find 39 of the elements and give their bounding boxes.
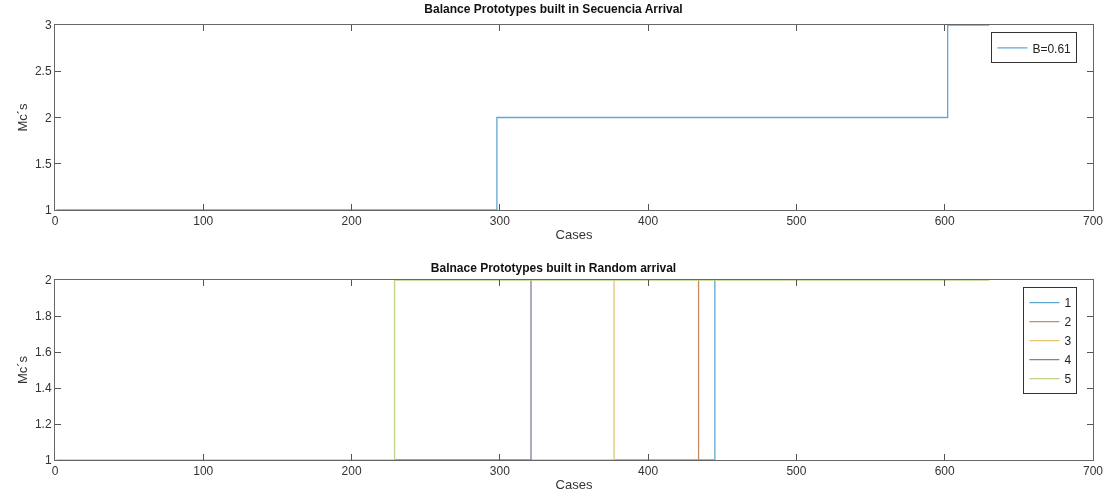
x-tick-label: 200	[341, 464, 362, 479]
legend-label: B=0.61	[1032, 41, 1072, 56]
x-tick-label: 400	[638, 464, 659, 479]
legend-label: 2	[1064, 315, 1072, 330]
x-tick-label: 700	[1082, 464, 1104, 479]
y-tick-label: 1.8	[34, 309, 52, 324]
legend-label: 1	[1064, 296, 1072, 311]
x-tick-label: 300	[489, 214, 511, 229]
legend-label: 3	[1064, 334, 1072, 349]
x-tick-label: 200	[341, 214, 362, 229]
y-axis-title: Mc´s	[14, 355, 30, 385]
legend-label: 4	[1064, 353, 1072, 368]
chart-title: Balance Prototypes built in Secuencia Arrival	[424, 2, 683, 17]
y-tick-label: 2	[44, 110, 52, 125]
y-tick-label: 1	[44, 453, 52, 468]
x-tick-label: 100	[193, 464, 214, 479]
x-tick-label: 700	[1082, 214, 1104, 229]
x-tick-label: 600	[934, 214, 956, 229]
y-tick-label: 3	[44, 18, 52, 33]
y-tick-label: 2.5	[34, 64, 52, 79]
x-tick-label: 100	[193, 214, 214, 229]
y-tick-label: 1.6	[34, 345, 52, 360]
x-tick-label: 600	[934, 464, 956, 479]
x-tick-label: 500	[786, 464, 807, 479]
x-tick-label: 500	[786, 214, 807, 229]
legend-label: 5	[1064, 372, 1072, 387]
y-tick-label: 1.5	[34, 156, 52, 171]
y-axis-title: Mc´s	[14, 102, 30, 132]
x-axis-title: Cases	[555, 227, 593, 242]
y-tick-label: 1.4	[34, 381, 52, 396]
x-axis-title: Cases	[555, 477, 593, 492]
y-tick-label: 1.2	[34, 417, 52, 432]
chart-title: Balnace Prototypes built in Random arrival	[430, 261, 677, 276]
x-tick-label: 0	[51, 214, 59, 229]
y-tick-label: 2	[44, 273, 52, 288]
x-tick-label: 0	[51, 464, 59, 479]
x-tick-label: 400	[638, 214, 659, 229]
y-tick-label: 1	[44, 203, 52, 218]
x-tick-label: 300	[489, 464, 511, 479]
